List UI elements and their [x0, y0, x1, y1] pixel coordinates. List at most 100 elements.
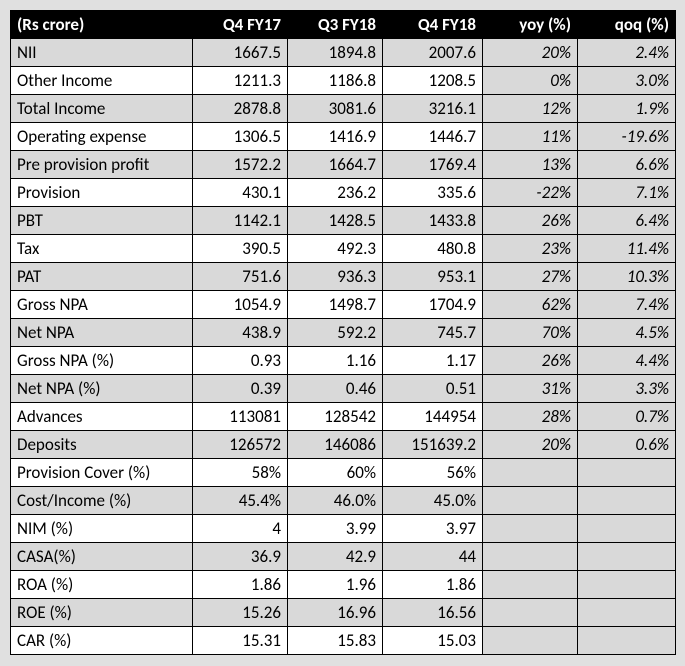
cell-value: 4: [193, 515, 288, 543]
cell-qoq: [578, 571, 676, 599]
cell-value: 1.86: [193, 571, 288, 599]
cell-value: 236.2: [288, 179, 383, 207]
cell-value: 390.5: [193, 235, 288, 263]
cell-value: 0.39: [193, 375, 288, 403]
cell-value: 16.96: [288, 599, 383, 627]
row-label: Provision Cover (%): [11, 459, 193, 487]
cell-value: 1306.5: [193, 123, 288, 151]
cell-value: 44: [383, 543, 483, 571]
cell-value: 3081.6: [288, 95, 383, 123]
cell-yoy: 20%: [483, 39, 578, 67]
cell-value: 1433.8: [383, 207, 483, 235]
cell-yoy: 13%: [483, 151, 578, 179]
table-row: Total Income2878.83081.63216.112%1.9%: [11, 95, 676, 123]
row-label: Advances: [11, 403, 193, 431]
cell-yoy: [483, 599, 578, 627]
cell-value: 745.7: [383, 319, 483, 347]
row-label: PBT: [11, 207, 193, 235]
row-label: Pre provision profit: [11, 151, 193, 179]
cell-value: 492.3: [288, 235, 383, 263]
cell-yoy: [483, 459, 578, 487]
col-header-label: (Rs crore): [11, 11, 193, 39]
cell-qoq: 10.3%: [578, 263, 676, 291]
table-row: Deposits126572146086151639.220%0.6%: [11, 431, 676, 459]
cell-value: 0.93: [193, 347, 288, 375]
col-header-q4fy18: Q4 FY18: [383, 11, 483, 39]
table-row: Cost/Income (%)45.4%46.0%45.0%: [11, 487, 676, 515]
cell-value: 1211.3: [193, 67, 288, 95]
cell-qoq: 2.4%: [578, 39, 676, 67]
table-row: PAT751.6936.3953.127%10.3%: [11, 263, 676, 291]
cell-yoy: [483, 571, 578, 599]
row-label: CAR (%): [11, 627, 193, 655]
cell-value: 1054.9: [193, 291, 288, 319]
cell-value: 1704.9: [383, 291, 483, 319]
table-row: ROA (%)1.861.961.86: [11, 571, 676, 599]
cell-value: 1208.5: [383, 67, 483, 95]
row-label: Tax: [11, 235, 193, 263]
cell-value: 936.3: [288, 263, 383, 291]
financial-table: (Rs crore) Q4 FY17 Q3 FY18 Q4 FY18 yoy (…: [10, 10, 676, 655]
cell-value: 430.1: [193, 179, 288, 207]
cell-value: 113081: [193, 403, 288, 431]
table-row: Gross NPA (%)0.931.161.1726%4.4%: [11, 347, 676, 375]
table-row: NIM (%)43.993.97: [11, 515, 676, 543]
cell-value: 3.97: [383, 515, 483, 543]
cell-value: 58%: [193, 459, 288, 487]
cell-yoy: -22%: [483, 179, 578, 207]
cell-qoq: [578, 459, 676, 487]
cell-value: 1446.7: [383, 123, 483, 151]
cell-qoq: 6.6%: [578, 151, 676, 179]
cell-value: 1572.2: [193, 151, 288, 179]
row-label: Total Income: [11, 95, 193, 123]
cell-value: 592.2: [288, 319, 383, 347]
cell-value: 1142.1: [193, 207, 288, 235]
cell-value: 3.99: [288, 515, 383, 543]
cell-value: 1664.7: [288, 151, 383, 179]
cell-value: 15.26: [193, 599, 288, 627]
cell-value: 0.51: [383, 375, 483, 403]
cell-value: 45.0%: [383, 487, 483, 515]
cell-yoy: 26%: [483, 347, 578, 375]
cell-yoy: [483, 543, 578, 571]
cell-qoq: 0.6%: [578, 431, 676, 459]
col-header-q3fy18: Q3 FY18: [288, 11, 383, 39]
cell-qoq: 1.9%: [578, 95, 676, 123]
cell-value: 1.17: [383, 347, 483, 375]
cell-value: 128542: [288, 403, 383, 431]
row-label: NIM (%): [11, 515, 193, 543]
col-header-qoq: qoq (%): [578, 11, 676, 39]
cell-value: 1.96: [288, 571, 383, 599]
cell-yoy: 12%: [483, 95, 578, 123]
cell-qoq: [578, 627, 676, 655]
cell-value: 2007.6: [383, 39, 483, 67]
cell-qoq: 7.4%: [578, 291, 676, 319]
cell-value: 15.31: [193, 627, 288, 655]
table-row: Operating expense1306.51416.91446.711%-1…: [11, 123, 676, 151]
table-row: Tax390.5492.3480.823%11.4%: [11, 235, 676, 263]
row-label: CASA(%): [11, 543, 193, 571]
cell-value: 0.46: [288, 375, 383, 403]
table-body: NII1667.51894.82007.620%2.4%Other Income…: [11, 39, 676, 655]
col-header-yoy: yoy (%): [483, 11, 578, 39]
table-row: Other Income1211.31186.81208.50%3.0%: [11, 67, 676, 95]
row-label: NII: [11, 39, 193, 67]
cell-value: 46.0%: [288, 487, 383, 515]
table-row: Net NPA438.9592.2745.770%4.5%: [11, 319, 676, 347]
cell-value: 1667.5: [193, 39, 288, 67]
table-row: CASA(%)36.942.944: [11, 543, 676, 571]
cell-value: 36.9: [193, 543, 288, 571]
table-row: Provision Cover (%)58%60%56%: [11, 459, 676, 487]
row-label: Deposits: [11, 431, 193, 459]
cell-qoq: 3.3%: [578, 375, 676, 403]
cell-yoy: 70%: [483, 319, 578, 347]
cell-qoq: 4.5%: [578, 319, 676, 347]
cell-qoq: [578, 515, 676, 543]
cell-value: 1769.4: [383, 151, 483, 179]
cell-yoy: 11%: [483, 123, 578, 151]
row-label: Provision: [11, 179, 193, 207]
cell-value: 438.9: [193, 319, 288, 347]
row-label: Operating expense: [11, 123, 193, 151]
cell-yoy: [483, 627, 578, 655]
table-row: NII1667.51894.82007.620%2.4%: [11, 39, 676, 67]
